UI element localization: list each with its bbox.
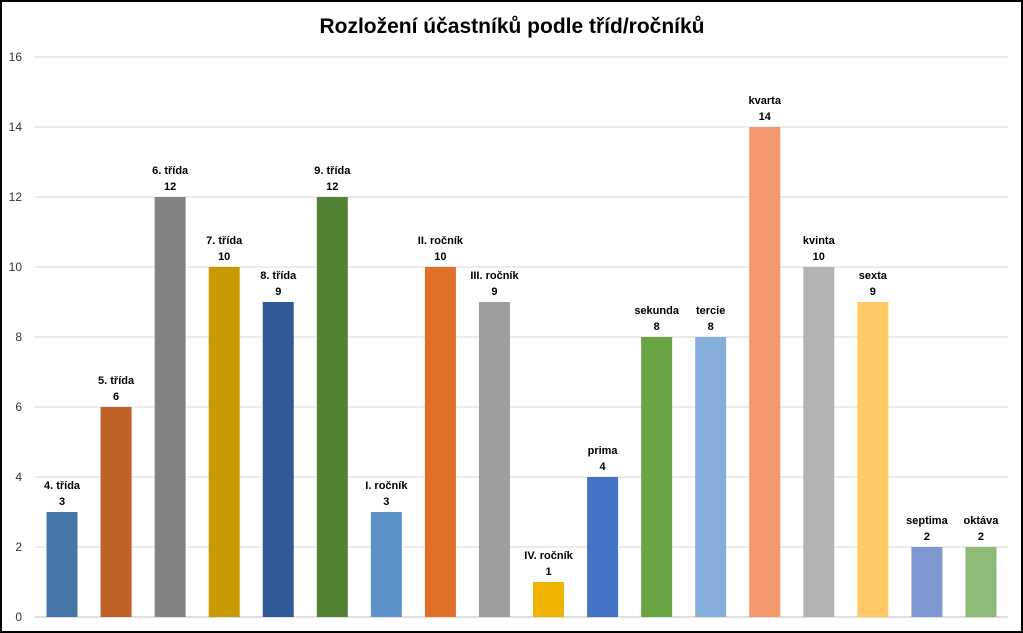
chart-title: Rozložení účastníků podle tříd/ročníků (319, 15, 704, 38)
data-label-category: septima (906, 515, 948, 527)
data-label-value: 12 (164, 181, 176, 193)
bar (911, 547, 943, 617)
data-label-value: 10 (218, 251, 230, 263)
bar (641, 337, 673, 617)
gridlines (35, 56, 1008, 618)
y-tick-label: 6 (15, 400, 22, 414)
bar (749, 127, 781, 617)
data-label-category: I. ročník (365, 480, 408, 492)
data-label-value: 2 (978, 531, 984, 543)
data-label-value: 9 (491, 286, 497, 298)
bars (46, 127, 997, 617)
data-label-category: sexta (859, 270, 888, 282)
data-label-value: 3 (383, 496, 389, 508)
data-label-value: 9 (870, 286, 876, 298)
data-label-value: 2 (924, 531, 930, 543)
data-label-value: 4 (600, 461, 607, 473)
data-label-category: kvinta (803, 235, 836, 247)
data-label-category: 9. třída (314, 165, 351, 177)
data-label-category: IV. ročník (524, 550, 573, 562)
data-label-value: 14 (759, 111, 772, 123)
data-label-category: 7. třída (206, 235, 243, 247)
data-label-category: tercie (696, 305, 725, 317)
data-label-value: 8 (654, 321, 660, 333)
y-tick-label: 14 (9, 120, 23, 134)
bar (100, 407, 132, 617)
bar (533, 582, 565, 617)
data-label-value: 6 (113, 391, 119, 403)
data-label-category: 8. třída (260, 270, 297, 282)
data-label-category: oktáva (964, 515, 1000, 527)
data-label-category: 4. třída (44, 480, 81, 492)
data-label-value: 8 (708, 321, 714, 333)
bar (370, 512, 402, 617)
bar (154, 197, 186, 617)
data-label-category: kvarta (749, 95, 782, 107)
bar (46, 512, 78, 617)
data-label-category: 5. třída (98, 375, 135, 387)
bar (478, 302, 510, 617)
bar (424, 267, 456, 617)
data-label-category: II. ročník (418, 235, 464, 247)
data-label-value: 12 (326, 181, 338, 193)
data-label-category: III. ročník (470, 270, 519, 282)
bar (965, 547, 997, 617)
bar (695, 337, 727, 617)
y-tick-label: 0 (15, 610, 22, 624)
y-tick-label: 10 (9, 260, 23, 274)
data-label-value: 1 (545, 566, 551, 578)
y-axis: 0 2 4 6 8 10 12 14 16 (9, 50, 23, 624)
y-tick-label: 12 (9, 190, 23, 204)
y-tick-label: 4 (15, 470, 22, 484)
bar (587, 477, 619, 617)
bar (208, 267, 240, 617)
y-tick-label: 16 (9, 50, 23, 64)
data-label-category: sekunda (634, 305, 680, 317)
bar (857, 302, 889, 617)
data-label-value: 10 (813, 251, 825, 263)
y-tick-label: 8 (15, 330, 22, 344)
bar (262, 302, 294, 617)
data-label-value: 9 (275, 286, 281, 298)
data-label-value: 10 (434, 251, 446, 263)
data-label-category: 6. třída (152, 165, 189, 177)
data-label-value: 3 (59, 496, 65, 508)
data-label-category: prima (588, 445, 619, 457)
y-tick-label: 2 (15, 540, 22, 554)
bar (316, 197, 348, 617)
bar (803, 267, 835, 617)
